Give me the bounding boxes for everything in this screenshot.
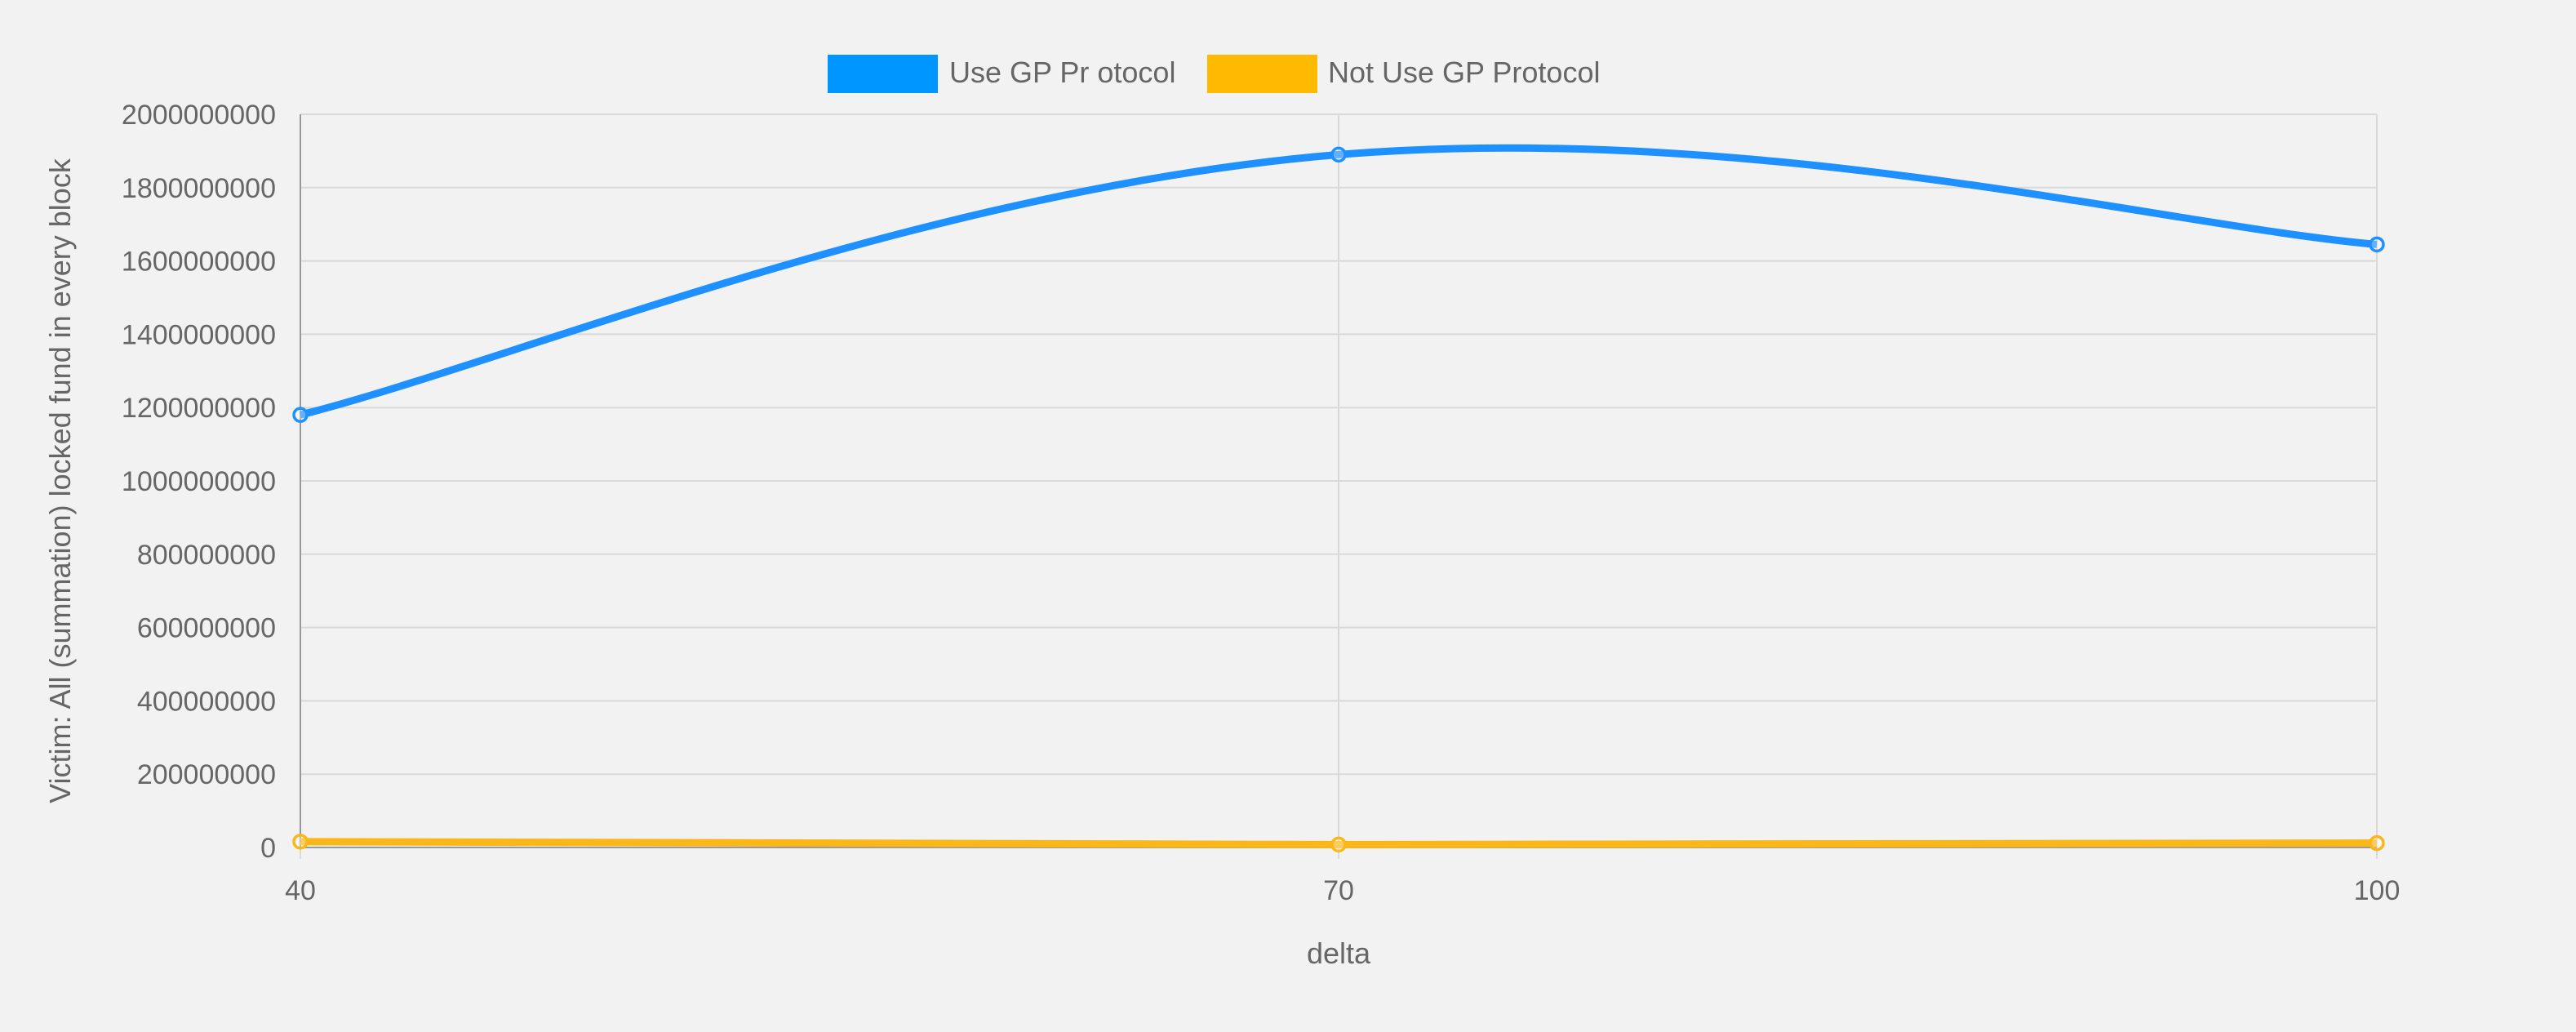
y-tick-label: 400000000 xyxy=(137,686,276,717)
x-tick-label: 70 xyxy=(1323,875,1354,906)
legend-swatch xyxy=(828,55,938,93)
legend-swatch xyxy=(1207,55,1317,93)
y-tick-label: 1000000000 xyxy=(122,466,276,497)
y-tick-label: 1400000000 xyxy=(122,319,276,350)
data-point[interactable] xyxy=(1330,146,1347,163)
series-1 xyxy=(292,834,2385,853)
legend-label: Use GP Pr otocol xyxy=(949,56,1175,89)
y-tick-label: 600000000 xyxy=(137,613,276,644)
data-point[interactable] xyxy=(2369,834,2385,852)
grid-layer xyxy=(300,113,2378,859)
legend-item-1[interactable]: Not Use GP Protocol xyxy=(1207,55,1600,93)
x-tick-label: 100 xyxy=(2354,875,2401,906)
y-tick-label: 1800000000 xyxy=(122,173,276,204)
y-tick-label: 2000000000 xyxy=(122,100,276,131)
legend-label: Not Use GP Protocol xyxy=(1328,56,1600,89)
y-axis-title: Victim: All (summation) locked fund in e… xyxy=(43,158,77,803)
data-point[interactable] xyxy=(1330,836,1347,853)
series-line xyxy=(300,838,2378,848)
legend: Use GP Pr otocol Not Use GP Protocol xyxy=(828,55,1600,93)
series-0 xyxy=(292,144,2385,423)
x-axis-title: delta xyxy=(1307,936,1371,970)
data-point[interactable] xyxy=(292,407,309,423)
series-layer xyxy=(292,144,2385,853)
series-line xyxy=(299,144,2378,419)
y-tick-label: 200000000 xyxy=(137,759,276,790)
data-point[interactable] xyxy=(292,834,309,850)
y-tick-label: 0 xyxy=(260,833,276,864)
legend-item-0[interactable]: Use GP Pr otocol xyxy=(828,55,1175,93)
axes: 0 200000000 400000000 600000000 800000000 100… xyxy=(122,100,2400,906)
y-tick-label: 1200000000 xyxy=(122,393,276,424)
y-tick-label: 800000000 xyxy=(137,540,276,571)
y-tick-label: 1600000000 xyxy=(122,247,276,278)
data-point[interactable] xyxy=(2369,236,2385,253)
x-tick-label: 40 xyxy=(285,875,316,906)
